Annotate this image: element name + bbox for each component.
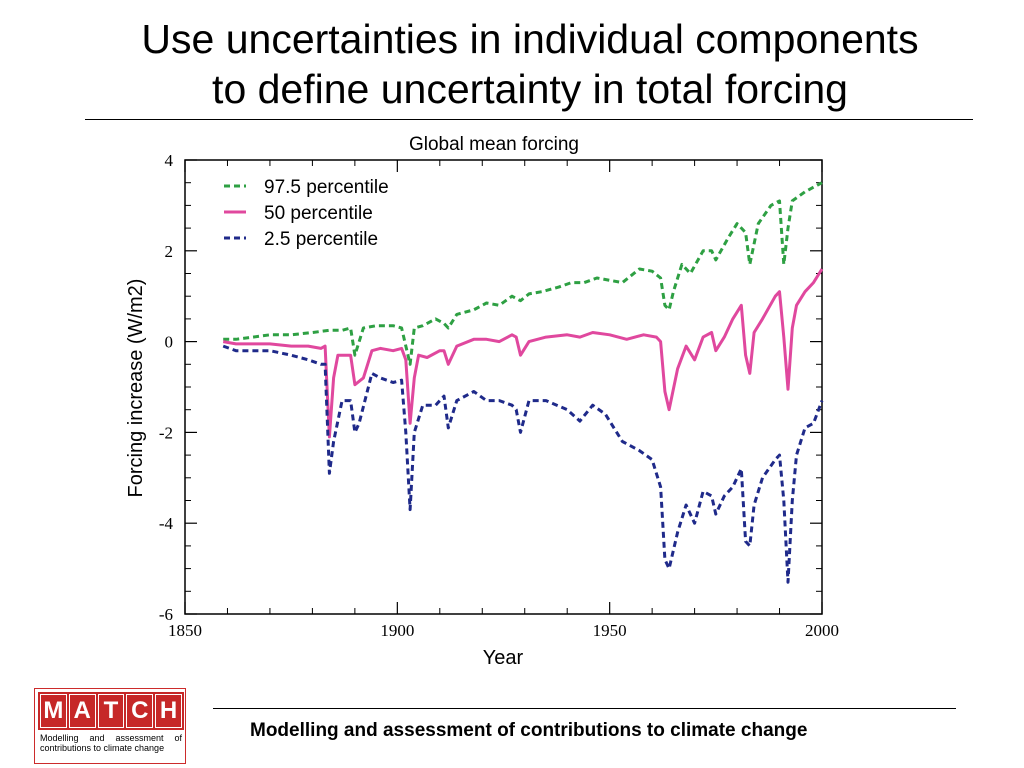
logo-letter: M [40, 694, 67, 728]
logo-subtitle: Modelling and assessment of contribution… [40, 733, 182, 753]
footer-text: Modelling and assessment of contribution… [250, 720, 808, 741]
y-tick-label: -4 [159, 514, 174, 533]
logo-letter: C [126, 694, 154, 728]
legend-label-0: 97.5 percentile [264, 177, 389, 198]
legend-label-2: 2.5 percentile [264, 229, 378, 250]
y-axis-label: Forcing increase (W/m2) [125, 279, 147, 498]
legend-label-1: 50 percentile [264, 203, 373, 224]
y-tick-label: 4 [165, 151, 174, 170]
chart-title: Global mean forcing [409, 134, 579, 155]
x-tick-label: 1950 [593, 621, 627, 640]
series-line-1 [222, 268, 824, 439]
logo-letter: T [97, 694, 125, 728]
x-axis-label: Year [483, 647, 524, 669]
logo-letter: A [68, 694, 96, 728]
y-tick-label: 0 [165, 333, 174, 352]
y-tick-label: -6 [159, 605, 173, 624]
series-line-0 [223, 181, 823, 366]
x-tick-label: 1850 [168, 621, 202, 640]
y-tick-label: -2 [159, 423, 173, 442]
slide-title-line1: Use uncertainties in individual componen… [141, 16, 919, 62]
x-tick-label: 1900 [380, 621, 414, 640]
logo-letter-band: M A T C H [38, 692, 184, 730]
y-tick-label: 2 [165, 242, 174, 261]
title-divider [85, 119, 973, 120]
series-line-2 [222, 344, 824, 584]
match-logo: M A T C H Modelling and assessment of co… [34, 688, 186, 764]
slide-title-line2: to define uncertainty in total forcing [212, 66, 848, 112]
slide-title: Use uncertainties in individual componen… [0, 14, 1024, 114]
footer-divider [213, 708, 956, 709]
logo-letter: H [155, 694, 182, 728]
x-tick-label: 2000 [805, 621, 839, 640]
